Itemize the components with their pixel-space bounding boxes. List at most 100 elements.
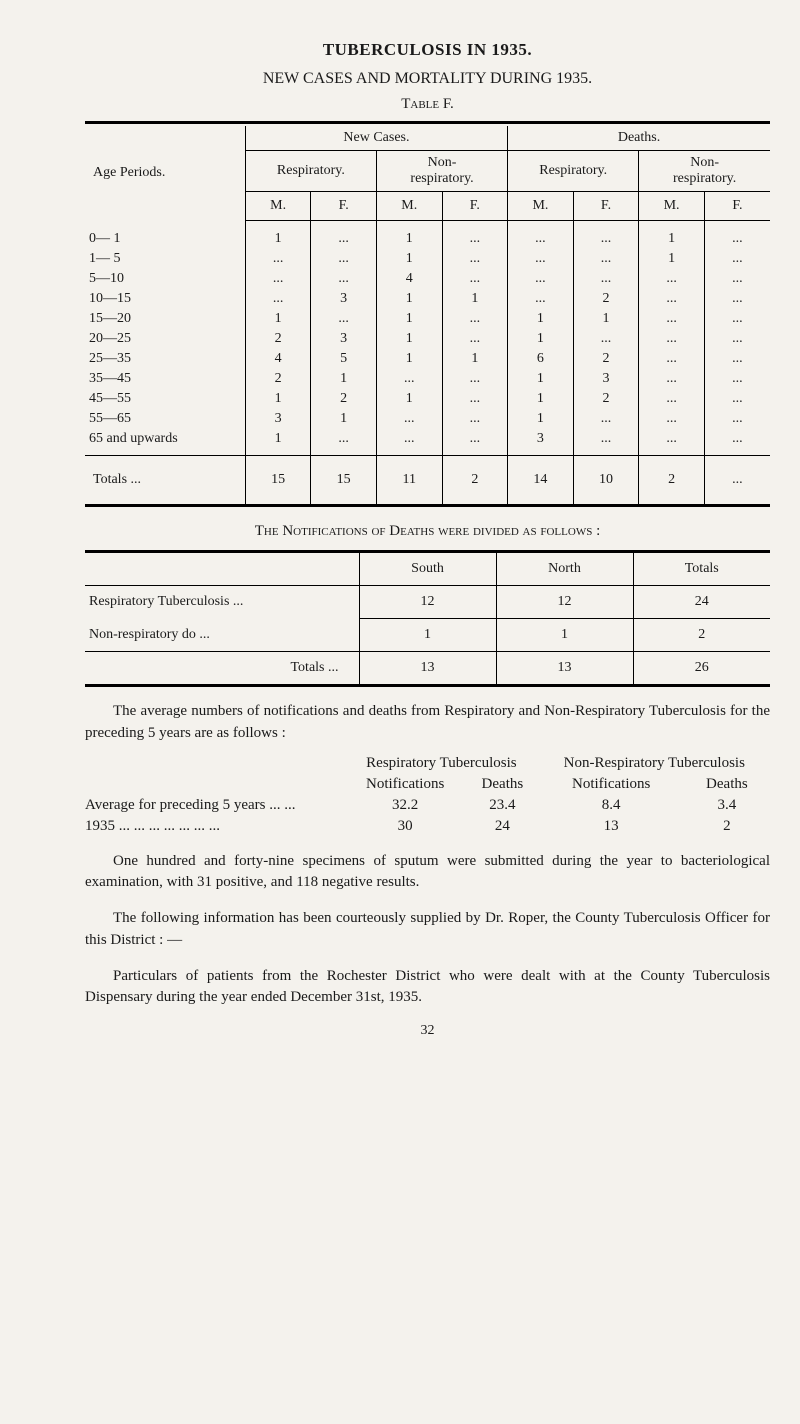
data-cell: ... bbox=[442, 389, 508, 409]
data-cell: ... bbox=[639, 289, 705, 309]
data-cell: ... bbox=[311, 269, 377, 289]
data-cell: ... bbox=[245, 249, 311, 269]
col-age-periods: Age Periods. bbox=[85, 126, 245, 221]
data-cell: ... bbox=[704, 349, 770, 369]
data-cell: ... bbox=[573, 249, 639, 269]
totals-label: Totals ... bbox=[85, 456, 245, 505]
data-cell: 1 bbox=[508, 389, 574, 409]
a-cell: 2 bbox=[684, 816, 770, 837]
span-deaths: Deaths. bbox=[508, 126, 770, 151]
a-hdr-not: Notifications bbox=[539, 774, 684, 795]
age-period: 35—45 bbox=[85, 369, 245, 389]
a-cell: 23.4 bbox=[466, 795, 538, 816]
a-row-label: 1935 ... ... ... ... ... ... ... bbox=[85, 816, 344, 837]
data-cell: ... bbox=[639, 369, 705, 389]
a-cell: 3.4 bbox=[684, 795, 770, 816]
data-cell: ... bbox=[639, 309, 705, 329]
age-period: 1— 5 bbox=[85, 249, 245, 269]
data-cell: 1 bbox=[508, 369, 574, 389]
data-cell: ... bbox=[245, 289, 311, 309]
data-cell: ... bbox=[508, 249, 574, 269]
n-cell: 1 bbox=[496, 619, 633, 652]
notifications-heading: The Notifications of Deaths were divided… bbox=[85, 523, 770, 540]
data-cell: ... bbox=[442, 221, 508, 250]
data-cell: ... bbox=[704, 389, 770, 409]
n-cell: 24 bbox=[633, 586, 770, 619]
n-row-label: Non-respiratory do ... bbox=[85, 619, 359, 652]
data-cell: ... bbox=[442, 409, 508, 429]
data-cell: ... bbox=[311, 309, 377, 329]
age-period: 45—55 bbox=[85, 389, 245, 409]
data-cell: ... bbox=[508, 289, 574, 309]
data-cell: ... bbox=[573, 269, 639, 289]
age-period: 10—15 bbox=[85, 289, 245, 309]
age-period: 55—65 bbox=[85, 409, 245, 429]
data-cell: 3 bbox=[573, 369, 639, 389]
total-cell: 15 bbox=[245, 456, 311, 505]
data-cell: 1 bbox=[376, 289, 442, 309]
data-cell: ... bbox=[376, 409, 442, 429]
n-cell: 1 bbox=[359, 619, 496, 652]
data-cell: ... bbox=[639, 429, 705, 456]
a-hdr-non: Non-Respiratory Tuberculosis bbox=[539, 753, 770, 774]
data-cell: 2 bbox=[245, 369, 311, 389]
a-hdr-resp: Respiratory Tuberculosis bbox=[344, 753, 538, 774]
data-cell: ... bbox=[245, 269, 311, 289]
mf: F. bbox=[311, 192, 377, 221]
data-cell: 1 bbox=[639, 249, 705, 269]
data-cell: 1 bbox=[311, 409, 377, 429]
total-cell: 2 bbox=[639, 456, 705, 505]
data-cell: ... bbox=[704, 249, 770, 269]
dea-non: Non- respiratory. bbox=[639, 151, 770, 192]
a-blank bbox=[85, 753, 344, 774]
data-cell: 2 bbox=[573, 389, 639, 409]
new-resp: Respiratory. bbox=[245, 151, 376, 192]
a-cell: 30 bbox=[344, 816, 466, 837]
a-row-label: Average for preceding 5 years ... ... bbox=[85, 795, 344, 816]
total-cell: 11 bbox=[376, 456, 442, 505]
a-cell: 13 bbox=[539, 816, 684, 837]
data-cell: 2 bbox=[245, 329, 311, 349]
age-period: 20—25 bbox=[85, 329, 245, 349]
a-hdr-dea: Deaths bbox=[684, 774, 770, 795]
data-cell: 5 bbox=[311, 349, 377, 369]
data-cell: ... bbox=[442, 269, 508, 289]
data-cell: 1 bbox=[442, 349, 508, 369]
a-cell: 8.4 bbox=[539, 795, 684, 816]
data-cell: ... bbox=[376, 369, 442, 389]
data-cell: ... bbox=[639, 269, 705, 289]
data-cell: 1 bbox=[639, 221, 705, 250]
data-cell: ... bbox=[704, 429, 770, 456]
data-cell: 1 bbox=[508, 329, 574, 349]
mf: M. bbox=[508, 192, 574, 221]
total-cell: 15 bbox=[311, 456, 377, 505]
para-intro: The average numbers of notifications and… bbox=[85, 701, 770, 745]
data-cell: 4 bbox=[245, 349, 311, 369]
age-period: 25—35 bbox=[85, 349, 245, 369]
col-north: North bbox=[496, 553, 633, 586]
para-2: The following information has been court… bbox=[85, 908, 770, 952]
rule bbox=[85, 121, 770, 124]
page-number: 32 bbox=[85, 1023, 770, 1039]
data-cell: ... bbox=[639, 389, 705, 409]
page-subtitle: NEW CASES AND MORTALITY DURING 1935. bbox=[85, 70, 770, 88]
n-totals-label: Totals ... bbox=[85, 652, 359, 685]
mf: F. bbox=[573, 192, 639, 221]
data-cell: 1 bbox=[376, 389, 442, 409]
para-1: One hundred and forty-nine specimens of … bbox=[85, 851, 770, 895]
data-cell: ... bbox=[311, 249, 377, 269]
data-cell: ... bbox=[704, 221, 770, 250]
col-totals: Totals bbox=[633, 553, 770, 586]
data-cell: ... bbox=[573, 409, 639, 429]
mf: M. bbox=[376, 192, 442, 221]
n-cell: 12 bbox=[496, 586, 633, 619]
data-cell: 1 bbox=[245, 429, 311, 456]
data-cell: ... bbox=[639, 409, 705, 429]
page-title: TUBERCULOSIS IN 1935. bbox=[85, 40, 770, 60]
data-cell: ... bbox=[639, 329, 705, 349]
data-cell: 6 bbox=[508, 349, 574, 369]
data-cell: ... bbox=[442, 309, 508, 329]
new-non: Non- respiratory. bbox=[376, 151, 507, 192]
col-south: South bbox=[359, 553, 496, 586]
data-cell: 2 bbox=[573, 349, 639, 369]
